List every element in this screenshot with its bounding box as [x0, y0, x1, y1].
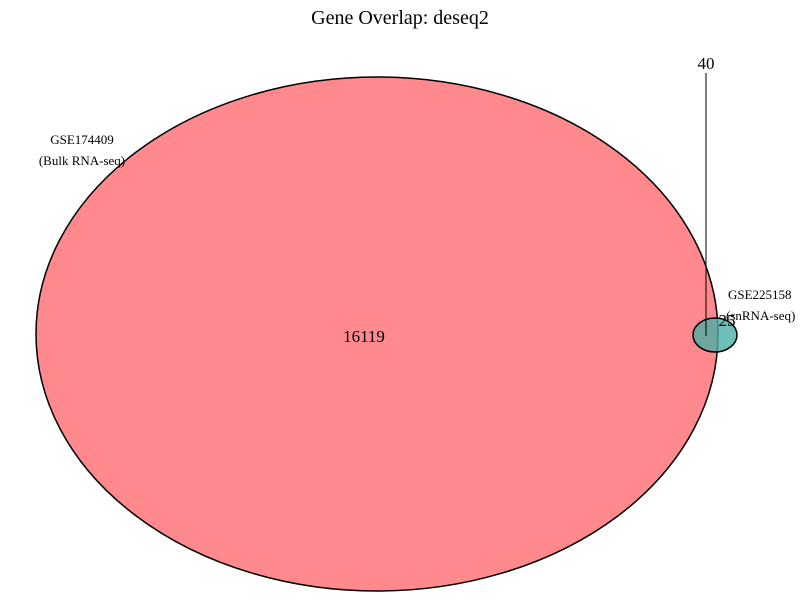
- overlap-count: 40: [698, 54, 715, 73]
- set-a-name: GSE174409: [50, 132, 114, 147]
- set-b-name: GSE225158: [728, 287, 792, 302]
- diagram-title: Gene Overlap: deseq2: [311, 7, 489, 29]
- set-a-only-count: 16119: [343, 327, 385, 346]
- set-b-only-count: 25: [719, 311, 736, 330]
- set-a-subtitle: (Bulk RNA-seq): [39, 153, 125, 168]
- set-b-subtitle: (snRNA-seq): [726, 308, 795, 323]
- set-b-ellipse: [692, 317, 738, 353]
